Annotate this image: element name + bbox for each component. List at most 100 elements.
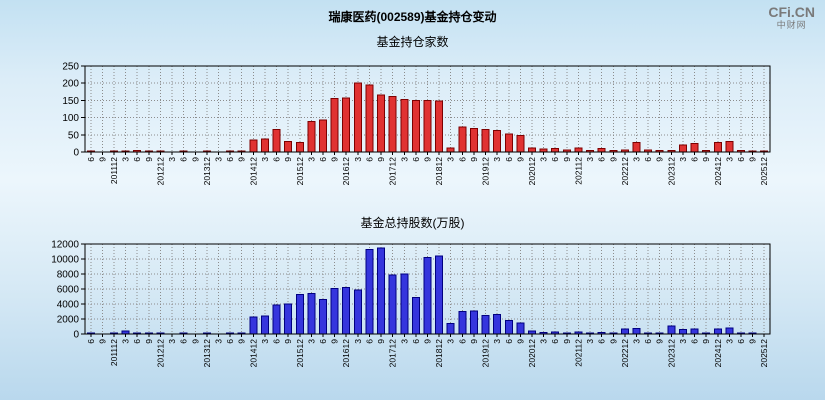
bar xyxy=(377,94,386,153)
x-tick-label: 9 xyxy=(562,157,572,162)
bar xyxy=(330,287,339,335)
x-tick-label: 9 xyxy=(608,339,618,344)
cfi-logo-text: CFi.CN xyxy=(768,4,815,20)
cfi-logo-subtext: 中财网 xyxy=(776,20,807,31)
x-tick-label: 9 xyxy=(469,157,479,162)
bar xyxy=(411,296,420,335)
bar xyxy=(469,310,478,335)
x-tick-label: 6 xyxy=(457,339,467,344)
bar xyxy=(260,315,269,335)
bar xyxy=(319,299,328,335)
bar xyxy=(597,148,606,153)
x-tick-label: 202012 xyxy=(527,339,537,368)
x-tick-label: 9 xyxy=(748,339,758,344)
bar xyxy=(365,248,374,335)
bar xyxy=(516,134,525,153)
fund-shares-chart-title: 基金总持股数(万股) xyxy=(360,216,465,230)
x-tick-label: 9 xyxy=(562,339,572,344)
bar xyxy=(678,144,687,153)
x-tick-label: 3 xyxy=(399,157,409,162)
y-tick-label: 0 xyxy=(73,330,79,341)
x-tick-label: 6 xyxy=(272,339,282,344)
y-tick-label: 100 xyxy=(62,113,79,124)
y-tick-label: 8000 xyxy=(57,270,80,281)
y-tick-label: 0 xyxy=(73,148,79,159)
x-tick-label: 201412 xyxy=(248,157,258,186)
x-tick-label: 9 xyxy=(190,157,200,162)
y-tick-label: 6000 xyxy=(57,285,80,296)
bar xyxy=(713,328,722,335)
x-tick-label: 3 xyxy=(631,157,641,162)
y-tick-label: 4000 xyxy=(57,300,80,311)
y-tick-label: 12000 xyxy=(51,240,79,251)
x-tick-label: 6 xyxy=(597,339,607,344)
x-tick-label: 3 xyxy=(724,157,734,162)
x-tick-label: 9 xyxy=(97,157,107,162)
x-tick-label: 202012 xyxy=(527,157,537,186)
bar xyxy=(690,143,699,153)
x-tick-label: 202212 xyxy=(620,157,630,186)
x-tick-label: 6 xyxy=(411,157,421,162)
x-tick-label: 3 xyxy=(631,339,641,344)
x-tick-label: 201212 xyxy=(155,157,165,186)
bar xyxy=(458,126,467,153)
plot-border xyxy=(84,243,771,335)
x-tick-label: 6 xyxy=(86,157,96,162)
x-tick-label: 9 xyxy=(748,157,758,162)
x-tick-label: 201112 xyxy=(109,157,119,184)
x-tick-label: 201912 xyxy=(481,339,491,368)
x-tick-label: 3 xyxy=(306,157,316,162)
bar xyxy=(284,141,293,153)
x-tick-label: 3 xyxy=(353,157,363,162)
x-tick-label: 6 xyxy=(736,157,746,162)
bar xyxy=(632,141,641,153)
x-tick-label: 9 xyxy=(701,157,711,162)
y-tick-label: 2000 xyxy=(57,315,80,326)
y-tick-label: 200 xyxy=(62,79,79,90)
y-tick-label: 10000 xyxy=(51,255,79,266)
x-tick-label: 6 xyxy=(504,157,514,162)
x-tick-label: 201512 xyxy=(295,157,305,186)
x-tick-label: 202112 xyxy=(573,339,583,367)
x-tick-label: 202312 xyxy=(666,339,676,368)
x-tick-label: 3 xyxy=(214,157,224,162)
x-tick-label: 201812 xyxy=(434,157,444,186)
bar xyxy=(632,327,641,335)
bar xyxy=(504,133,513,153)
bar xyxy=(295,293,304,335)
x-tick-label: 6 xyxy=(272,157,282,162)
bar xyxy=(713,141,722,153)
x-tick-label: 9 xyxy=(97,339,107,344)
x-tick-label: 6 xyxy=(132,339,142,344)
x-tick-label: 202212 xyxy=(620,339,630,368)
x-tick-label: 6 xyxy=(550,339,560,344)
x-tick-label: 6 xyxy=(411,339,421,344)
bar xyxy=(435,255,444,335)
bar xyxy=(690,328,699,335)
x-tick-label: 3 xyxy=(121,339,131,344)
x-tick-label: 201712 xyxy=(388,339,398,368)
x-tick-label: 9 xyxy=(423,157,433,162)
cfi-logo: CFi.CN 中财网 xyxy=(768,4,815,30)
bar xyxy=(493,314,502,335)
x-tick-label: 9 xyxy=(423,339,433,344)
bar xyxy=(423,100,432,153)
x-tick-label: 3 xyxy=(492,339,502,344)
bar xyxy=(725,141,734,153)
x-tick-label: 3 xyxy=(678,339,688,344)
x-tick-label: 202512 xyxy=(759,339,769,368)
x-tick-label: 9 xyxy=(515,339,525,344)
x-tick-label: 201812 xyxy=(434,339,444,368)
bar xyxy=(481,129,490,153)
bar xyxy=(446,147,455,153)
x-tick-label: 201712 xyxy=(388,157,398,186)
x-tick-label: 6 xyxy=(597,157,607,162)
bar xyxy=(551,148,560,153)
x-tick-label: 6 xyxy=(179,339,189,344)
x-tick-label: 9 xyxy=(376,157,386,162)
x-tick-label: 3 xyxy=(260,339,270,344)
x-tick-label: 9 xyxy=(515,157,525,162)
bar xyxy=(423,257,432,335)
